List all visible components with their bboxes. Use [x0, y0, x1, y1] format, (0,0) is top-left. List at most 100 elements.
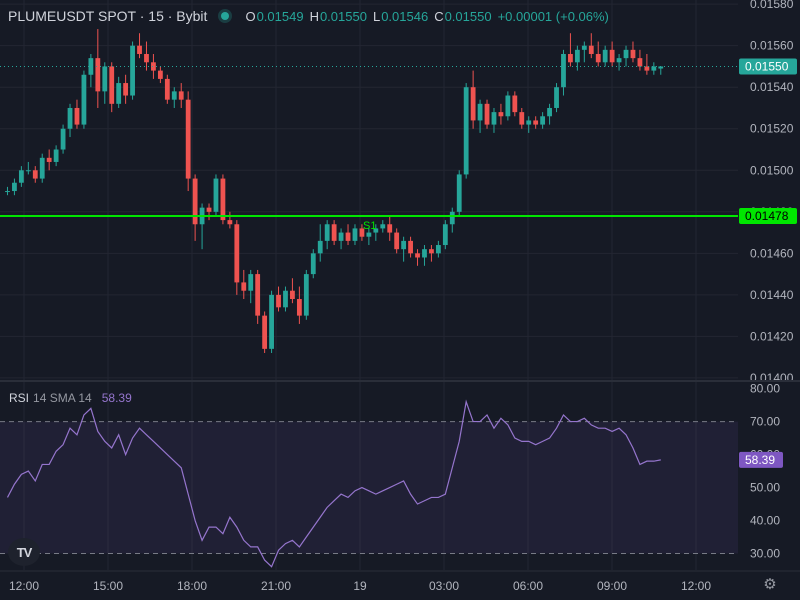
- market-status-icon: [221, 12, 230, 20]
- candle-body: [12, 182, 17, 192]
- candle-body: [658, 66, 664, 69]
- x-tick-label: 09:00: [597, 579, 627, 593]
- candle-body: [415, 253, 420, 258]
- candle-body: [130, 45, 135, 96]
- candle-body: [373, 228, 379, 233]
- candle-body: [185, 99, 191, 179]
- candle-body: [317, 240, 323, 254]
- rsi-y-tick-label: 30.00: [750, 547, 780, 561]
- candle-body: [429, 249, 434, 254]
- candle-body: [463, 87, 469, 175]
- candle-body: [81, 74, 87, 125]
- y-tick-label: 0.01460: [750, 246, 794, 260]
- y-tick-label: 0.01420: [750, 329, 794, 343]
- open-value: 0.01549: [256, 8, 304, 24]
- candle-body: [442, 224, 448, 246]
- gear-icon[interactable]: ⚙: [763, 576, 777, 593]
- candle-body: [456, 174, 462, 212]
- candle-body: [269, 294, 274, 349]
- candle-body: [561, 53, 566, 88]
- candle-body: [283, 290, 288, 308]
- candle-body: [60, 128, 66, 150]
- candle-body: [352, 228, 358, 241]
- candle-body: [123, 83, 129, 96]
- candle-body: [206, 207, 212, 212]
- high-label: H: [309, 8, 319, 24]
- candle-body: [234, 224, 240, 283]
- candle-body: [595, 53, 601, 63]
- x-tick-label: 18:00: [177, 579, 207, 593]
- low-value: 0.01546: [381, 8, 429, 24]
- candle-body: [470, 87, 476, 121]
- candle-body: [422, 249, 427, 258]
- rsi-last-value-label: 58.39: [745, 453, 775, 467]
- candle-body: [394, 232, 400, 250]
- candle-body: [157, 70, 163, 79]
- candle-body: [303, 274, 309, 316]
- y-tick-label: 0.01580: [750, 0, 794, 11]
- candle-body: [151, 62, 156, 71]
- candle-body: [338, 232, 344, 241]
- candle-body: [67, 107, 73, 129]
- candle-body: [366, 232, 372, 237]
- candle-body: [401, 240, 407, 250]
- candle-body: [616, 58, 622, 63]
- x-tick-label: 15:00: [93, 579, 123, 593]
- candle-body: [345, 232, 351, 241]
- rsi-name: RSI: [9, 391, 30, 405]
- chart-legend-header: PLUMEUSDT SPOT · 15 · Bybit O 0.01549 H 0.…: [8, 6, 609, 26]
- open-label: O: [245, 8, 256, 24]
- candle-body: [137, 45, 142, 54]
- candle-body: [533, 120, 539, 125]
- candle-body: [331, 224, 337, 241]
- candle-body: [637, 58, 643, 67]
- candle-body: [276, 294, 281, 308]
- high-value: 0.01550: [319, 8, 367, 24]
- y-tick-label: 0.01560: [750, 39, 794, 53]
- candle-body: [602, 49, 608, 63]
- candle-body: [568, 53, 573, 63]
- candle-body: [408, 240, 413, 254]
- candle-body: [74, 107, 80, 125]
- rsi-line: [6, 399, 661, 568]
- candle-body: [144, 53, 149, 63]
- y-tick-label: 0.01540: [750, 80, 794, 94]
- x-tick-label: 06:00: [513, 579, 543, 593]
- x-tick-label: 12:00: [681, 579, 711, 593]
- candle-body: [171, 91, 177, 100]
- candle-body: [220, 178, 226, 221]
- candle-body: [213, 178, 219, 212]
- candle-body: [241, 282, 247, 291]
- candle-body: [491, 112, 497, 125]
- low-label: L: [372, 8, 381, 24]
- x-tick-label: 19: [353, 579, 367, 593]
- rsi-y-tick-label: 40.00: [750, 514, 780, 528]
- candle-body: [387, 224, 393, 233]
- candle-body: [324, 224, 330, 241]
- candle-body: [651, 66, 657, 71]
- change-value: +0.00001 (+0.06%): [497, 8, 609, 24]
- candle-body: [623, 49, 629, 59]
- candle-body: [262, 315, 268, 349]
- symbol-title[interactable]: PLUMEUSDT SPOT · 15 · Bybit: [8, 8, 208, 24]
- candle-body: [192, 178, 198, 225]
- candle-body: [449, 211, 455, 225]
- candle-body: [53, 149, 59, 162]
- candle-body: [18, 170, 24, 183]
- rsi-pane-background: [0, 382, 738, 570]
- candle-body: [39, 157, 45, 179]
- rsi-params: 14 SMA 14: [33, 391, 92, 405]
- y-tick-label: 0.01500: [750, 163, 794, 177]
- rsi-value-tag: [739, 451, 783, 468]
- rsi-band-fill: [0, 421, 738, 554]
- candle-body: [359, 228, 365, 237]
- candle-body: [581, 45, 587, 50]
- candle-body: [102, 66, 108, 92]
- candle-body: [32, 170, 38, 179]
- rsi-legend[interactable]: RSI 14 SMA 14 58.39: [9, 391, 132, 405]
- candle-body: [519, 112, 525, 125]
- tradingview-logo-icon[interactable]: TV: [8, 538, 40, 566]
- candle-body: [310, 253, 316, 275]
- candle-body: [547, 107, 552, 117]
